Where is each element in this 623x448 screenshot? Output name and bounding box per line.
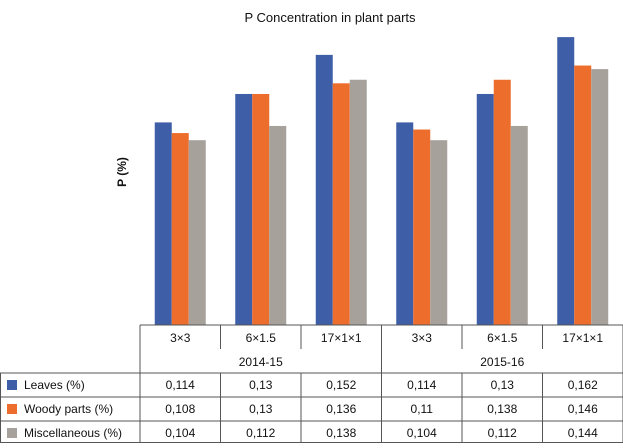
bar — [349, 79, 367, 325]
data-label: 0,112 — [488, 426, 517, 440]
bar — [188, 140, 206, 325]
legend-swatch — [7, 428, 17, 438]
data-label: 0,114 — [407, 378, 436, 392]
data-label: 0,162 — [568, 378, 598, 392]
bar — [235, 93, 253, 325]
data-label: 0,13 — [249, 378, 273, 392]
bar — [332, 83, 350, 325]
bar — [154, 122, 172, 325]
bar — [413, 129, 431, 325]
data-label: 0,138 — [487, 402, 517, 416]
bar — [493, 79, 511, 325]
bars-layer — [154, 37, 609, 326]
x-tick-label: 3×3 — [170, 331, 191, 345]
bar — [315, 54, 333, 325]
data-label: 0,114 — [166, 378, 195, 392]
data-label: 0,13 — [491, 378, 515, 392]
data-label: 0,112 — [246, 426, 275, 440]
legend-swatch — [7, 380, 17, 390]
x-group-label: 2015-16 — [480, 355, 524, 369]
x-tick-label: 17×1×1 — [562, 331, 603, 345]
data-label: 0,136 — [326, 402, 356, 416]
bar — [269, 125, 287, 325]
bar — [252, 93, 270, 325]
bar — [171, 133, 189, 325]
legend-label: Woody parts (%) — [24, 402, 113, 416]
data-label: 0,104 — [407, 426, 437, 440]
data-label: 0,144 — [568, 426, 598, 440]
x-tick-label: 17×1×1 — [321, 331, 362, 345]
data-label: 0,146 — [568, 402, 598, 416]
legend-label: Leaves (%) — [24, 378, 85, 392]
x-tick-label: 6×1.5 — [246, 331, 277, 345]
bar — [430, 140, 448, 325]
x-tick-label: 3×3 — [412, 331, 433, 345]
data-label: 0,138 — [326, 426, 356, 440]
x-group-label: 2014-15 — [239, 355, 283, 369]
data-label: 0,13 — [249, 402, 273, 416]
legend-swatch — [7, 404, 17, 414]
data-label: 0,104 — [165, 426, 195, 440]
bar — [574, 65, 592, 325]
legend-label: Miscellaneous (%) — [24, 426, 122, 440]
data-label: 0,11 — [411, 402, 434, 416]
data-label: 0,108 — [165, 402, 195, 416]
bar — [396, 122, 414, 325]
bar — [510, 125, 528, 325]
bar — [557, 37, 575, 326]
x-tick-label: 6×1.5 — [487, 331, 518, 345]
data-table: 3×3 6×1.5 17×1×1 3×3 6×1.5 17×1×1 2014-15 2015-… — [0, 324, 623, 443]
y-axis-label: P (%) — [115, 157, 129, 187]
chart-title: P Concentration in plant parts — [244, 10, 416, 25]
bar — [591, 69, 609, 326]
bar — [476, 93, 494, 325]
data-label: 0,152 — [326, 378, 356, 392]
